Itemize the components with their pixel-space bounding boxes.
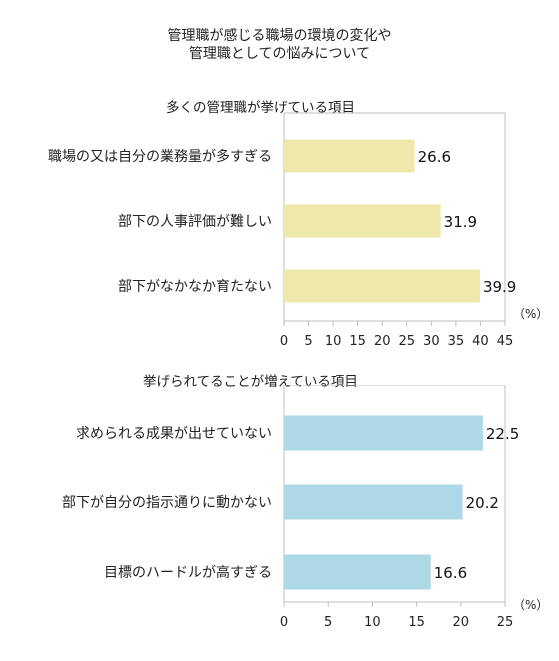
chart1-unit-label: （%） [513,307,548,321]
chart1-x-tick-label: 45 [497,334,514,349]
chart1-bar [284,139,415,173]
chart1-x-tick-label: 25 [399,334,416,349]
chart1-x-tick-label: 40 [472,334,489,349]
chart2-data-label: 22.5 [486,425,519,443]
chart1-svg: 職場の又は自分の業務量が多すぎる 26.6 部下の人事評価が難しい 31.9 部下がなか… [48,112,548,349]
chart1-category-label: 職場の又は自分の業務量が多すぎる [48,148,272,165]
chart1-data-label: 31.9 [444,213,477,231]
chart2-bar [284,484,463,520]
chart1-title: 多くの管理職が挙げている項目 [166,100,355,116]
chart2-category-label: 求められる成果が出せていない [76,426,272,442]
chart1-x-tick-label: 5 [304,334,312,349]
chart1-x-tick-label: 30 [423,334,440,349]
chart1-data-label: 39.9 [483,278,516,296]
chart2-data-label: 20.2 [466,494,499,512]
chart2-title: 挙げられてることが増えている項目 [143,374,358,390]
chart1-data-label: 26.6 [418,148,451,166]
chart2-unit-label: （%） [513,598,548,612]
chart1-category-label: 部下の人事評価が難しい [118,214,272,230]
chart2-x-tick-label: 25 [497,615,514,630]
chart2-bar [284,554,431,590]
chart1-x-tick-label: 10 [325,334,342,349]
chart2-x-tick-label: 5 [324,615,332,630]
chart2-x-tick-label: 15 [408,615,425,630]
chart2-svg: 求められる成果が出せていない 22.5 部下が自分の指示通りに動かない 20.2 目標の… [62,385,548,630]
chart1-x-tick-label: 15 [349,334,366,349]
figure-title-line-1: 管理職が感じる職場の環境の変化や [167,28,392,44]
chart2-bar [284,415,483,451]
chart1-category-label: 部下がなかなか育たない [118,279,272,295]
chart1-bar [284,204,441,238]
chart2-x-tick-label: 10 [364,615,381,630]
chart2-category-label: 部下が自分の指示通りに動かない [62,495,272,511]
chart1-x-tick-label: 35 [448,334,465,349]
figure-title-line-2: 管理職としての悩みについて [188,46,371,62]
chart1-bar [284,269,480,303]
chart2-category-label: 目標のハードルが高すぎる [104,564,272,581]
chart2-x-tick-label: 0 [280,615,288,630]
chart2-data-label: 16.6 [434,564,467,582]
chart1-x-tick-label: 20 [374,334,391,349]
chart2-x-tick-label: 20 [453,615,470,630]
chart1-x-tick-label: 0 [280,334,288,349]
